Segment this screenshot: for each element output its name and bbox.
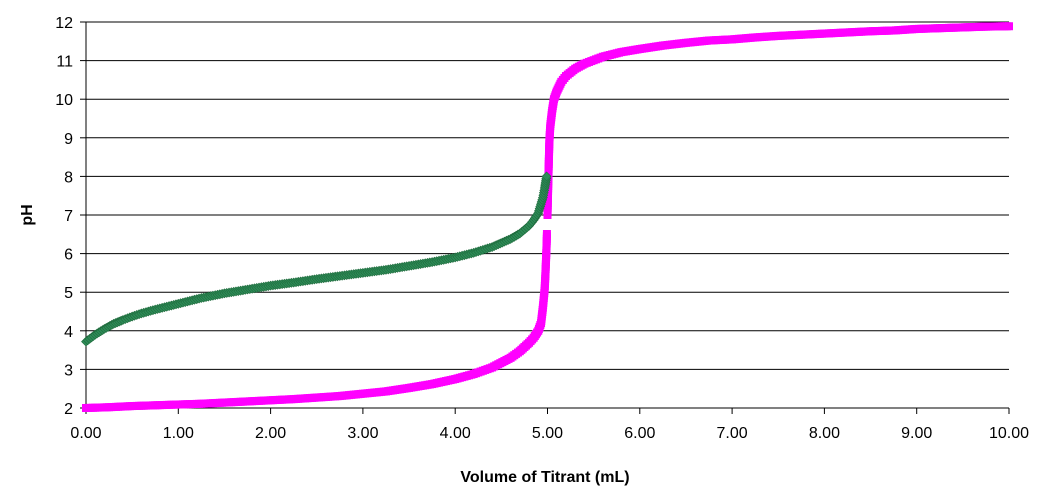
x-tick-label: 6.00 [624, 425, 655, 442]
x-tick-label: 4.00 [440, 425, 471, 442]
data-point-magenta [1005, 22, 1013, 31]
series-magenta [82, 22, 1013, 412]
data-series [81, 22, 1013, 412]
y-tick-labels: 2 3 4 5 6 7 8 9 10 11 12 [55, 15, 73, 418]
y-tick-label: 11 [56, 54, 73, 71]
data-point-green [541, 171, 552, 182]
x-tick-label: 0.00 [70, 425, 101, 442]
y-tick-label: 3 [64, 362, 73, 379]
data-point-magenta [542, 230, 551, 239]
y-tick-label: 12 [55, 15, 73, 32]
x-tick-label: 1.00 [163, 425, 194, 442]
y-tick-label: 10 [55, 92, 73, 109]
y-tick-label: 9 [64, 131, 73, 148]
x-tick-label: 3.00 [347, 425, 378, 442]
y-tick-label: 7 [64, 208, 73, 225]
y-tick-label: 5 [64, 285, 73, 302]
x-tick-label: 7.00 [717, 425, 748, 442]
x-tick-labels: 0.00 1.00 2.00 3.00 4.00 5.00 6.00 7.00 8.00 9.00… [70, 425, 1029, 442]
x-tick-label: 5.00 [532, 425, 563, 442]
x-tick-label: 10.00 [989, 425, 1029, 442]
x-tick-label: 2.00 [255, 425, 286, 442]
y-axis-title: pH [19, 204, 36, 225]
y-tick-label: 2 [64, 401, 73, 418]
y-tick-label: 8 [64, 169, 73, 186]
x-axis-title: Volume of Titrant (mL) [460, 469, 629, 486]
y-tick-label: 6 [64, 247, 73, 264]
y-tick-label: 4 [64, 324, 73, 341]
x-tick-label: 8.00 [809, 425, 840, 442]
x-tick-label: 9.00 [901, 425, 932, 442]
series-green [81, 171, 552, 347]
